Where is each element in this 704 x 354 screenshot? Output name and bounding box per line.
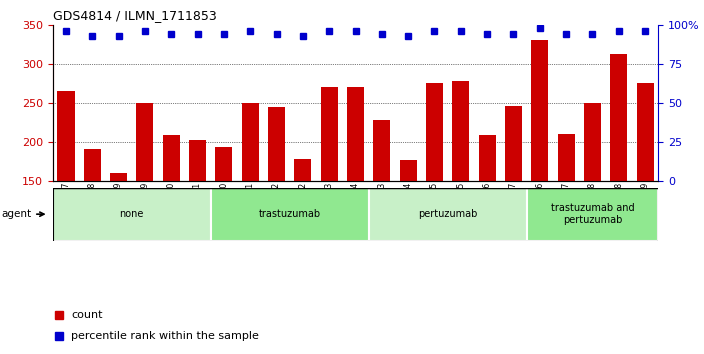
FancyBboxPatch shape: [527, 188, 658, 241]
Bar: [320, 87, 338, 181]
Bar: [137, 103, 153, 181]
Text: trastuzumab and
pertuzumab: trastuzumab and pertuzumab: [551, 203, 634, 225]
Bar: [163, 135, 180, 181]
Bar: [479, 135, 496, 181]
Bar: [347, 87, 364, 181]
Bar: [426, 83, 443, 181]
Bar: [268, 107, 285, 181]
Bar: [110, 173, 127, 181]
Bar: [452, 81, 470, 181]
Bar: [241, 103, 259, 181]
Bar: [584, 103, 601, 181]
FancyBboxPatch shape: [369, 188, 527, 241]
Bar: [610, 55, 627, 181]
Bar: [400, 160, 417, 181]
Bar: [215, 147, 232, 181]
Text: none: none: [120, 209, 144, 219]
FancyBboxPatch shape: [210, 188, 369, 241]
Text: trastuzumab: trastuzumab: [258, 209, 321, 219]
FancyBboxPatch shape: [53, 188, 210, 241]
Text: percentile rank within the sample: percentile rank within the sample: [71, 331, 259, 341]
Bar: [58, 91, 75, 181]
Bar: [189, 140, 206, 181]
Bar: [636, 83, 653, 181]
Bar: [532, 40, 548, 181]
Text: count: count: [71, 310, 103, 320]
Text: pertuzumab: pertuzumab: [418, 209, 477, 219]
Bar: [505, 106, 522, 181]
Bar: [558, 134, 574, 181]
Bar: [84, 149, 101, 181]
Text: GDS4814 / ILMN_1711853: GDS4814 / ILMN_1711853: [53, 9, 217, 22]
Bar: [294, 159, 311, 181]
Bar: [373, 120, 391, 181]
Text: agent: agent: [1, 209, 44, 219]
